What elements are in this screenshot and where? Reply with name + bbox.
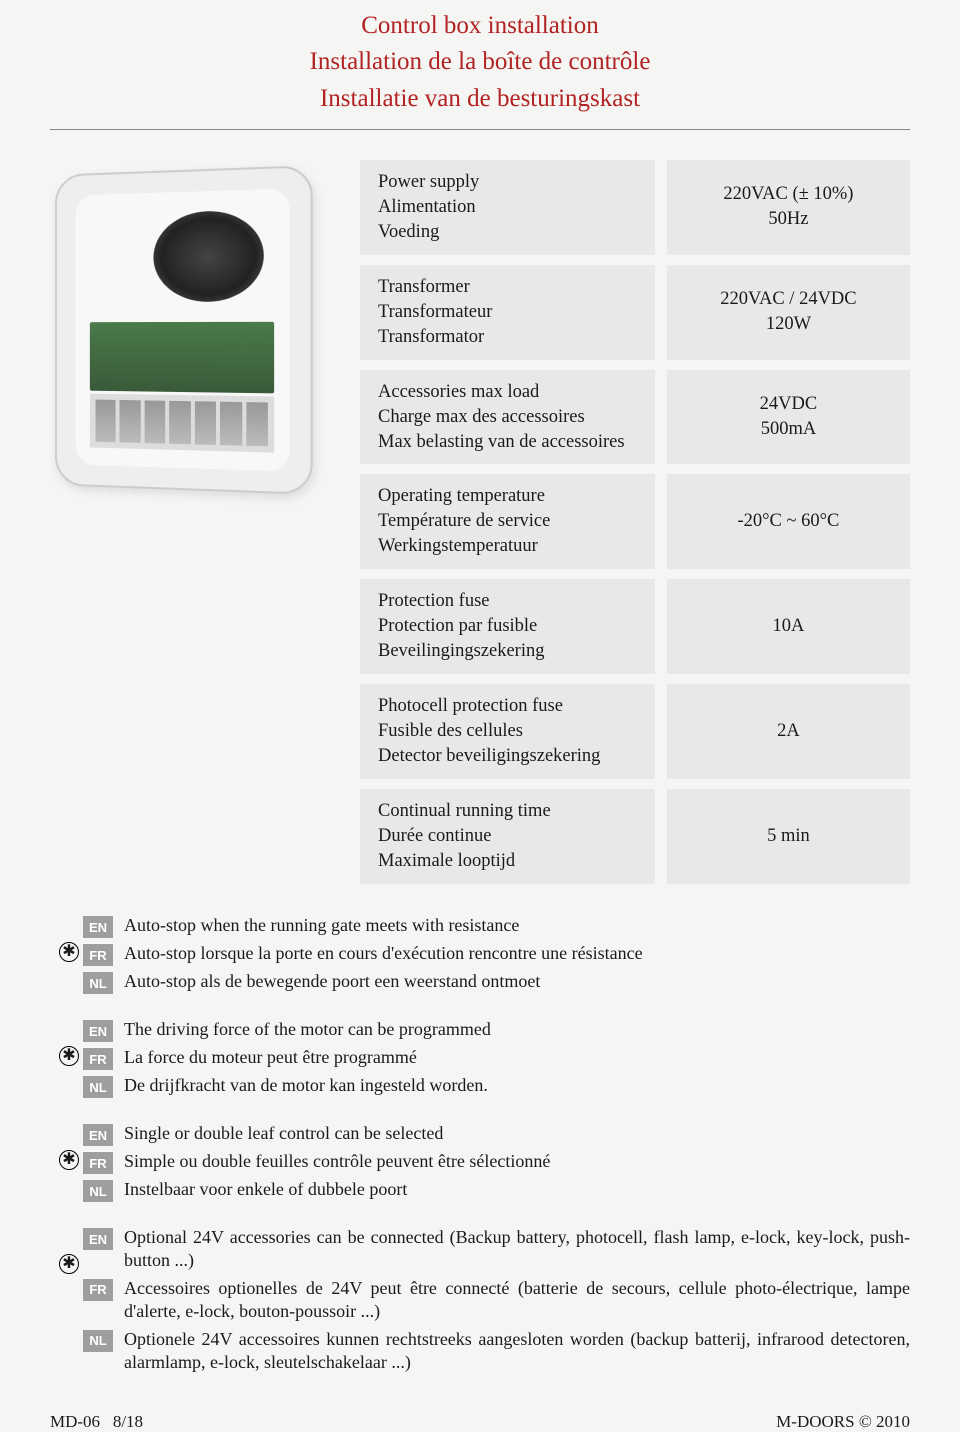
lang-badge-en: EN	[83, 916, 113, 938]
spec-label: Power supplyAlimentationVoeding	[360, 160, 655, 255]
control-box-illustration	[55, 165, 313, 495]
spec-row: Continual running timeDurée continueMaxi…	[360, 789, 910, 884]
spec-value: 220VAC (± 10%)50Hz	[667, 160, 910, 255]
feature-text: De drijfkracht van de motor kan ingestel…	[124, 1074, 488, 1097]
spec-value: 5 min	[667, 789, 910, 884]
lang-badge-nl: NL	[83, 1180, 113, 1202]
star-bullet-icon: ✱	[55, 1122, 83, 1170]
spec-value: -20°C ~ 60°C	[667, 474, 910, 569]
spec-row: Power supplyAlimentationVoeding220VAC (±…	[360, 160, 910, 255]
feature-text: Auto-stop lorsque la porte en cours d'ex…	[124, 942, 643, 965]
feature-text: La force du moteur peut être programmé	[124, 1046, 417, 1069]
feature-line: EN Auto-stop when the running gate meets …	[83, 914, 910, 938]
spec-row: Accessories max loadCharge max des acces…	[360, 370, 910, 465]
feature-line: NL De drijfkracht van de motor kan ingest…	[83, 1074, 910, 1098]
page-footer: MD-06 8/18 M-DOORS © 2010	[50, 1398, 910, 1432]
star-bullet-icon: ✱	[55, 1018, 83, 1066]
lang-badge-en: EN	[83, 1228, 113, 1250]
device-image	[50, 160, 340, 884]
feature-lines: EN Single or double leaf control can be s…	[83, 1122, 910, 1206]
feature-text: Optional 24V accessories can be connecte…	[124, 1226, 910, 1273]
spec-label: Continual running timeDurée continueMaxi…	[360, 789, 655, 884]
feature-lines: EN The driving force of the motor can be …	[83, 1018, 910, 1102]
feature-line: FR La force du moteur peut être programmé	[83, 1046, 910, 1070]
lang-badge-fr: FR	[83, 944, 113, 966]
spec-value: 24VDC500mA	[667, 370, 910, 465]
title-fr: Installation de la boîte de contrôle	[50, 44, 910, 80]
lang-badge-fr: FR	[83, 1279, 113, 1301]
feature-text: Instelbaar voor enkele of dubbele poort	[124, 1178, 407, 1201]
title-nl: Installatie van de besturingskast	[50, 81, 910, 117]
feature-text: Single or double leaf control can be sel…	[124, 1122, 443, 1145]
feature-line: NL Auto-stop als de bewegende poort een w…	[83, 970, 910, 994]
feature-line: EN Single or double leaf control can be s…	[83, 1122, 910, 1146]
feature-text: Simple ou double feuilles contrôle peuve…	[124, 1150, 550, 1173]
feature-block: ✱EN The driving force of the motor can be…	[55, 1018, 910, 1102]
spec-row: Operating temperatureTempérature de serv…	[360, 474, 910, 569]
feature-text: Accessoires optionelles de 24V peut être…	[124, 1277, 910, 1324]
star-bullet-icon: ✱	[55, 1226, 83, 1274]
spec-label: Protection fuseProtection par fusibleBev…	[360, 579, 655, 674]
spec-value: 10A	[667, 579, 910, 674]
spec-label: Operating temperatureTempérature de serv…	[360, 474, 655, 569]
spec-table: Power supplyAlimentationVoeding220VAC (±…	[360, 160, 910, 884]
spec-row: TransformerTransformateurTransformator22…	[360, 265, 910, 360]
feature-line: FR Accessoires optionelles de 24V peut êt…	[83, 1277, 910, 1324]
lang-badge-en: EN	[83, 1020, 113, 1042]
spec-value: 2A	[667, 684, 910, 779]
spec-label: Photocell protection fuseFusible des cel…	[360, 684, 655, 779]
spec-label: TransformerTransformateurTransformator	[360, 265, 655, 360]
feature-line: NL Instelbaar voor enkele of dubbele poor…	[83, 1178, 910, 1202]
footer-left: MD-06 8/18	[50, 1412, 143, 1432]
page-header: Control box installation Installation de…	[50, 0, 910, 130]
lang-badge-en: EN	[83, 1124, 113, 1146]
feature-text: Optionele 24V accessoires kunnen rechtst…	[124, 1328, 910, 1375]
spec-row: Photocell protection fuseFusible des cel…	[360, 684, 910, 779]
spec-value: 220VAC / 24VDC120W	[667, 265, 910, 360]
lang-badge-nl: NL	[83, 1330, 113, 1352]
lang-badge-nl: NL	[83, 1076, 113, 1098]
feature-line: FR Simple ou double feuilles contrôle peu…	[83, 1150, 910, 1174]
spec-section: Power supplyAlimentationVoeding220VAC (±…	[50, 160, 910, 884]
feature-text: Auto-stop when the running gate meets wi…	[124, 914, 519, 937]
lang-badge-nl: NL	[83, 972, 113, 994]
feature-text: Auto-stop als de bewegende poort een wee…	[124, 970, 540, 993]
feature-lines: EN Optional 24V accessories can be connec…	[83, 1226, 910, 1378]
feature-line: EN The driving force of the motor can be …	[83, 1018, 910, 1042]
lang-badge-fr: FR	[83, 1152, 113, 1174]
feature-block: ✱EN Optional 24V accessories can be conne…	[55, 1226, 910, 1378]
feature-lines: EN Auto-stop when the running gate meets …	[83, 914, 910, 998]
feature-block: ✱EN Single or double leaf control can be …	[55, 1122, 910, 1206]
features-list: ✱ENAuto-stop when the running gate meets…	[50, 914, 910, 1378]
title-en: Control box installation	[50, 8, 910, 44]
feature-line: FR Auto-stop lorsque la porte en cours d'…	[83, 942, 910, 966]
footer-right: M-DOORS © 2010	[776, 1412, 910, 1432]
lang-badge-fr: FR	[83, 1048, 113, 1070]
star-bullet-icon: ✱	[55, 914, 83, 962]
feature-text: The driving force of the motor can be pr…	[124, 1018, 491, 1041]
spec-row: Protection fuseProtection par fusibleBev…	[360, 579, 910, 674]
feature-block: ✱EN Auto-stop when the running gate meets…	[55, 914, 910, 998]
feature-line: EN Optional 24V accessories can be connec…	[83, 1226, 910, 1273]
spec-label: Accessories max loadCharge max des acces…	[360, 370, 655, 465]
feature-line: NL Optionele 24V accessoires kunnen recht…	[83, 1328, 910, 1375]
